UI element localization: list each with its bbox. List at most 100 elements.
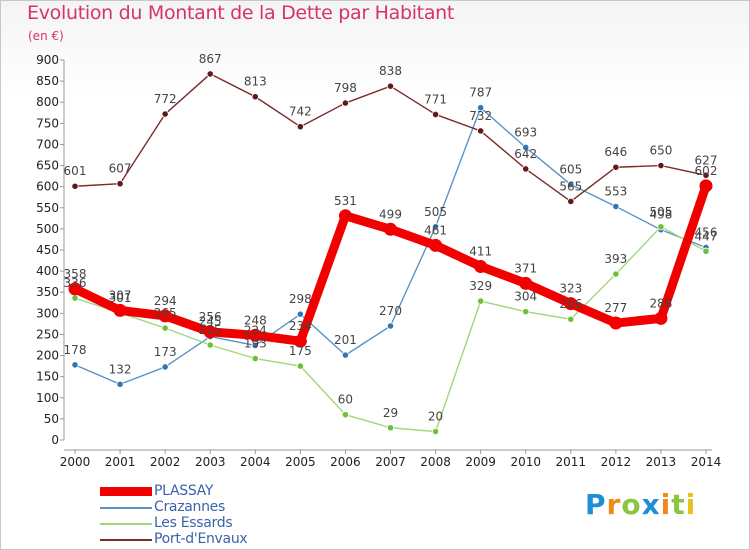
data-point bbox=[296, 310, 304, 318]
y-tick-label: 300 bbox=[36, 306, 59, 320]
data-point bbox=[68, 282, 82, 296]
data-label: 304 bbox=[514, 290, 537, 304]
legend-swatch bbox=[100, 523, 152, 525]
data-point bbox=[203, 325, 217, 339]
data-label: 132 bbox=[109, 362, 132, 376]
legend-label: Port-d'Envaux bbox=[154, 531, 248, 547]
data-point bbox=[251, 341, 259, 350]
data-label: 742 bbox=[289, 105, 312, 119]
data-point bbox=[522, 308, 530, 316]
data-point bbox=[206, 70, 214, 78]
data-point bbox=[386, 322, 395, 330]
y-tick-label: 550 bbox=[36, 201, 59, 215]
data-label: 277 bbox=[604, 301, 627, 315]
y-tick-label: 850 bbox=[36, 74, 59, 88]
data-label: 307 bbox=[109, 288, 132, 302]
data-point bbox=[206, 341, 214, 349]
data-point bbox=[338, 209, 352, 223]
data-label: 447 bbox=[695, 229, 718, 243]
chart-subtitle: (en €) bbox=[28, 29, 64, 43]
y-tick-label: 250 bbox=[36, 327, 59, 341]
data-label: 371 bbox=[514, 261, 537, 275]
x-tick-label: 2009 bbox=[465, 455, 496, 469]
data-label: 393 bbox=[604, 252, 627, 266]
y-tick-label: 450 bbox=[36, 243, 59, 257]
data-point bbox=[431, 110, 440, 119]
data-point bbox=[564, 297, 578, 311]
y-tick-label: 800 bbox=[36, 95, 59, 109]
data-label: 798 bbox=[334, 81, 357, 95]
y-tick-label: 50 bbox=[44, 412, 59, 426]
data-label: 286 bbox=[559, 297, 582, 311]
data-point bbox=[296, 123, 304, 131]
y-tick-label: 400 bbox=[36, 264, 59, 278]
data-point bbox=[251, 93, 259, 101]
data-point bbox=[251, 354, 259, 363]
data-point bbox=[567, 315, 575, 323]
data-point bbox=[522, 143, 530, 151]
legend-swatch bbox=[100, 507, 152, 509]
data-label: 234 bbox=[289, 319, 312, 333]
data-point bbox=[161, 363, 169, 371]
data-label: 225 bbox=[199, 323, 222, 337]
data-point bbox=[612, 202, 620, 211]
data-point bbox=[116, 180, 124, 188]
y-tick-label: 650 bbox=[36, 159, 59, 173]
data-point bbox=[654, 311, 668, 325]
data-point bbox=[474, 259, 488, 273]
x-tick-label: 2003 bbox=[195, 455, 226, 469]
x-tick-label: 2008 bbox=[420, 455, 451, 469]
data-label: 193 bbox=[244, 337, 267, 351]
data-point bbox=[386, 82, 395, 90]
data-point bbox=[567, 180, 575, 189]
data-point bbox=[702, 247, 710, 255]
data-label: 787 bbox=[469, 86, 492, 100]
data-point bbox=[609, 316, 623, 330]
data-label: 29 bbox=[383, 406, 398, 420]
data-label: 772 bbox=[154, 92, 177, 106]
data-label: 642 bbox=[514, 147, 537, 161]
data-label: 605 bbox=[559, 163, 582, 177]
data-label: 531 bbox=[334, 194, 357, 208]
data-label: 771 bbox=[424, 92, 447, 106]
data-label: 553 bbox=[604, 185, 627, 199]
y-tick-label: 200 bbox=[36, 349, 59, 363]
data-label: 461 bbox=[424, 223, 447, 237]
data-label: 245 bbox=[199, 315, 222, 329]
legend-swatch bbox=[100, 539, 152, 541]
data-point bbox=[477, 104, 485, 112]
data-label: 178 bbox=[64, 343, 87, 357]
data-label: 650 bbox=[649, 144, 672, 158]
data-point bbox=[699, 179, 713, 193]
data-label: 498 bbox=[649, 208, 672, 222]
data-label: 505 bbox=[424, 205, 447, 219]
data-point bbox=[384, 222, 397, 236]
data-label: 270 bbox=[379, 304, 402, 318]
data-label: 329 bbox=[469, 279, 492, 293]
data-label: 602 bbox=[695, 164, 718, 178]
data-point bbox=[657, 161, 665, 170]
data-label: 20 bbox=[428, 410, 443, 424]
data-label: 456 bbox=[695, 225, 718, 239]
x-tick-label: 2007 bbox=[375, 455, 406, 469]
data-point bbox=[702, 171, 710, 179]
data-point bbox=[386, 424, 395, 432]
x-tick-label: 2006 bbox=[330, 455, 361, 469]
data-label: 201 bbox=[334, 333, 357, 347]
chart-title: Evolution du Montant de la Dette par Hab… bbox=[27, 2, 455, 24]
data-point bbox=[612, 270, 620, 278]
data-point bbox=[612, 163, 620, 171]
y-tick-label: 900 bbox=[36, 53, 59, 67]
data-label: 732 bbox=[469, 109, 492, 123]
data-point bbox=[522, 165, 530, 173]
x-tick-label: 2013 bbox=[646, 455, 677, 469]
data-point bbox=[71, 182, 79, 190]
x-tick-label: 2001 bbox=[105, 455, 136, 469]
data-point bbox=[429, 238, 443, 252]
data-label: 867 bbox=[199, 52, 222, 66]
data-label: 358 bbox=[64, 267, 87, 281]
legend-label: Crazannes bbox=[154, 499, 225, 515]
data-point bbox=[71, 294, 79, 302]
data-label: 627 bbox=[695, 153, 718, 167]
data-point bbox=[293, 334, 307, 348]
